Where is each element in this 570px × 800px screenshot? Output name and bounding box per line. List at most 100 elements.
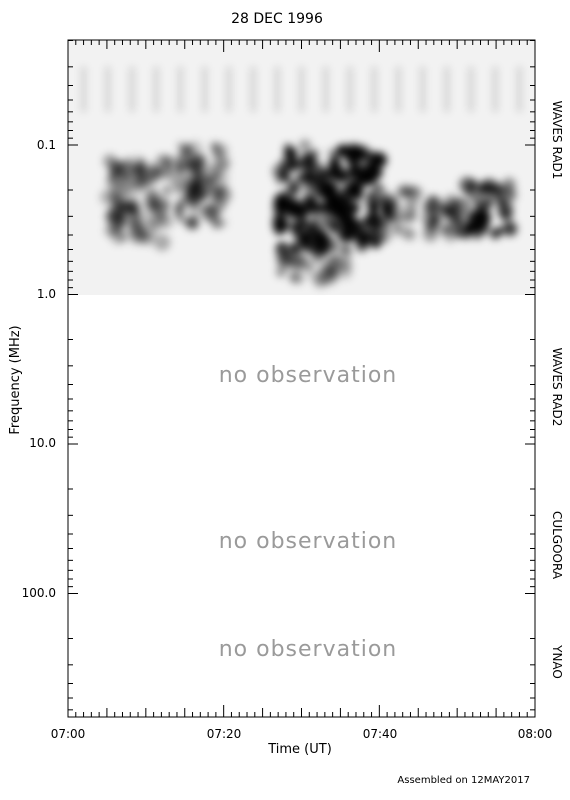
emission-blob	[352, 205, 359, 213]
emission-blob	[212, 169, 221, 178]
emission-blob	[130, 206, 140, 216]
emission-blob	[177, 215, 186, 223]
x-tick-label: 07:20	[207, 727, 242, 741]
emission-blob	[107, 187, 123, 203]
emission-blob	[158, 163, 176, 180]
emission-blob	[459, 177, 475, 193]
emission-blob	[131, 213, 140, 222]
emission-blob	[345, 180, 363, 199]
emission-blob	[353, 144, 371, 163]
no-observation-ynao: no observation	[219, 637, 398, 662]
emission-blob	[329, 220, 338, 229]
emission-blob	[150, 165, 160, 175]
emission-feature	[99, 153, 176, 251]
emission-blob	[407, 206, 417, 216]
emission-blob	[215, 189, 222, 197]
emission-blob	[380, 213, 389, 223]
emission-blob	[301, 162, 309, 170]
emission-blob	[212, 146, 224, 159]
emission-blob	[295, 207, 308, 221]
emission-blob	[291, 256, 303, 268]
emission-blob	[502, 221, 518, 237]
emission-blob	[112, 211, 126, 225]
emission-streak	[372, 66, 377, 112]
emission-blob	[173, 203, 186, 216]
emission-streak	[444, 66, 449, 112]
axis-ticks	[67, 40, 536, 717]
emission-blob	[184, 182, 199, 196]
emission-blob	[467, 222, 477, 231]
emission-blob	[118, 199, 133, 214]
panel-label-waves-rad1: WAVES RAD1	[550, 101, 564, 180]
emission-blob	[280, 247, 288, 254]
emission-blob	[435, 220, 450, 235]
emission-blob	[137, 167, 151, 181]
emission-blob	[145, 189, 161, 205]
emission-streak	[129, 66, 134, 112]
emission-blob	[404, 214, 414, 224]
y-tick-label: 0.1	[37, 138, 56, 152]
emission-streak	[178, 66, 183, 112]
emission-blob	[333, 194, 347, 208]
emission-streak	[226, 66, 231, 112]
emission-blob	[428, 195, 437, 204]
emission-streak	[420, 66, 425, 112]
x-axis-label: Time (UT)	[267, 742, 332, 757]
emission-blob	[272, 216, 290, 234]
panel-label-waves-rad2: WAVES RAD2	[550, 348, 564, 427]
emission-blob	[341, 143, 350, 152]
emission-blob	[293, 237, 312, 255]
emission-blob	[440, 204, 450, 214]
emission-blob	[374, 229, 386, 240]
emission-blob	[363, 167, 373, 177]
emission-blob	[188, 153, 204, 169]
emission-blob	[399, 184, 412, 197]
emission-blob	[180, 196, 187, 203]
emission-streak	[81, 66, 86, 112]
emission-feature	[372, 184, 424, 244]
emission-blob	[278, 239, 288, 249]
emission-blob	[408, 186, 424, 203]
emission-blob	[273, 192, 291, 210]
emission-blob	[312, 251, 319, 259]
emission-feature	[458, 177, 518, 240]
no-observation-rad2: no observation	[219, 363, 398, 388]
x-tick-label: 08:00	[518, 727, 553, 741]
emission-blob	[153, 233, 171, 251]
emission-streak	[275, 66, 280, 112]
emission-blob	[357, 217, 371, 232]
emission-blob	[277, 167, 290, 180]
emission-blob	[332, 205, 349, 221]
emission-feature	[81, 66, 522, 112]
emission-blob	[485, 184, 495, 193]
emission-blob	[330, 167, 345, 181]
emission-blob	[305, 264, 313, 272]
emission-blob	[115, 160, 133, 179]
emission-blob	[139, 211, 147, 219]
emission-streak	[251, 66, 256, 112]
emission-blob	[459, 210, 474, 225]
emission-streak	[154, 66, 159, 112]
emission-blob	[367, 191, 374, 198]
emission-blob	[499, 185, 518, 204]
emission-blob	[343, 217, 362, 236]
emission-blob	[129, 181, 136, 188]
emission-blob	[104, 224, 117, 237]
emission-blob	[186, 215, 199, 229]
emission-blob	[175, 189, 183, 197]
emission-blob	[275, 264, 287, 276]
emission-streak	[396, 66, 401, 112]
emission-blob	[374, 168, 383, 178]
emission-blob	[372, 240, 381, 249]
emission-blob	[162, 187, 170, 195]
emission-streak	[493, 66, 498, 112]
x-tick-label: 07:40	[363, 727, 398, 741]
y-tick-label: 1.0	[37, 287, 56, 301]
emission-blob	[309, 213, 320, 224]
y-tick-label: 100.0	[22, 586, 56, 600]
emission-blob	[318, 247, 327, 255]
emission-blob	[210, 158, 225, 173]
emission-blob	[490, 228, 501, 240]
no-observation-culgoora: no observation	[219, 529, 398, 554]
